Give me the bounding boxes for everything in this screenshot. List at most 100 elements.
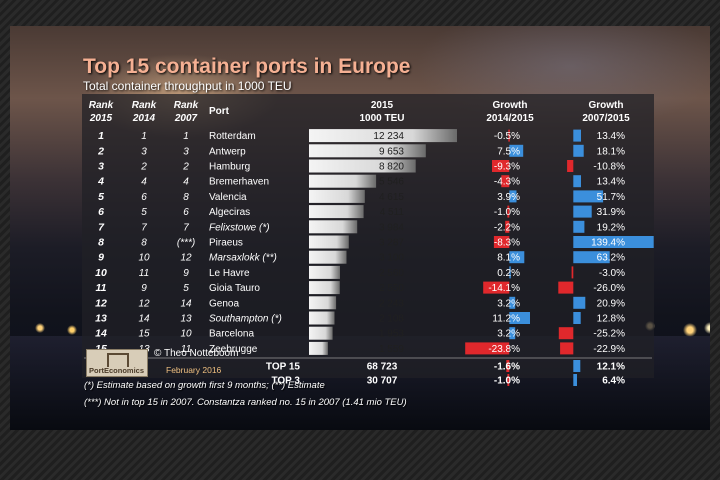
rank-2007: 6 [183, 207, 189, 218]
teu-bar [309, 281, 340, 295]
growth-2007-2015-value: 51.7% [597, 192, 625, 203]
teu-bar [309, 220, 358, 234]
teu-bar [309, 311, 335, 325]
rank-2015: 14 [95, 328, 107, 340]
rank-2014: 2 [140, 162, 147, 173]
growth-2007-2015-value: 19.2% [597, 222, 625, 233]
growth-2007-2015-value: -22.9% [593, 344, 625, 355]
growth-2007-2015-bar [558, 327, 574, 340]
growth-2014-2015-bar [509, 144, 524, 157]
rank-2007: (***) [177, 238, 195, 249]
growth-2007-2015-value: 20.9% [597, 298, 625, 309]
header-teu-1: 2015 [371, 100, 394, 111]
table-row: 151311Zeebrugge1 559-23.8%-22.9% [95, 341, 625, 355]
growth-2014-2015-bar [509, 251, 525, 264]
porteconomics-logo: PortEconomics [86, 349, 148, 377]
rank-2014: 5 [141, 207, 147, 218]
teu-value: 3 984 [379, 222, 404, 233]
rank-2007: 4 [183, 177, 189, 188]
teu-bar [309, 189, 365, 203]
header-rank2014-1: Rank [132, 100, 157, 111]
rank-2014: 9 [141, 283, 147, 294]
teu-value: 3 287 [379, 238, 404, 249]
totals-label: TOP 3 [271, 376, 300, 387]
growth-2014-2015-bar [493, 236, 510, 248]
port-name: Algeciras [209, 207, 250, 218]
growth-2007-2015-bar [573, 205, 592, 218]
port-name: Southampton (*) [209, 314, 282, 325]
rank-2015: 4 [97, 176, 104, 188]
table-row: 8 8 (***) Piraeus 3 287 -8.3% 139.4% [98, 235, 654, 249]
totals-label: TOP 15 [266, 362, 301, 373]
teu-value: 5 546 [379, 177, 404, 188]
rank-2014: 7 [141, 222, 147, 233]
table-row: 11 9 5 Gioia Tauro 2 550 -14.1% -26.0% [96, 281, 625, 295]
totals-row: TOP 15 68 723 -1.6% 12.1% [266, 360, 625, 373]
growth-2014-2015-value: -8.3% [494, 238, 520, 249]
header-rank2007-1: Rank [174, 100, 199, 111]
rank-2014: 8 [141, 238, 147, 249]
totals-growth-2007-2015-value: 6.4% [602, 376, 625, 387]
teu-bar [309, 129, 457, 143]
totals-growth-2014-2015-value: -1.6% [494, 362, 520, 373]
teu-value: 3 100 [379, 253, 404, 264]
growth-2007-2015-value: -25.2% [593, 329, 625, 340]
table-row: 6 5 6 Algeciras 4 511 -1.0% 31.9% [98, 205, 625, 219]
rank-2007: 1 [183, 131, 189, 142]
growth-2014-2015-bar [505, 220, 510, 233]
rank-2007: 13 [180, 314, 192, 325]
table-row: 7 7 7 Felixstowe (*) 3 984 -2.2% 19.2% [98, 220, 625, 234]
totals-teu-value: 68 723 [367, 362, 398, 373]
rank-2015: 7 [98, 221, 105, 233]
header-rank2007-2: 2007 [174, 113, 198, 124]
teu-bar [309, 265, 340, 279]
footnote-2: (***) Not in top 15 in 2007. Constantza … [84, 397, 407, 408]
rank-2007: 9 [183, 268, 189, 279]
growth-2014-2015-value: -2.2% [494, 222, 520, 233]
table-row: 3 2 2 Hamburg 8 820 -9.3% -10.8% [98, 159, 625, 173]
teu-value: 9 653 [379, 146, 404, 157]
teu-value: 2 243 [379, 298, 404, 309]
teu-bar [309, 144, 426, 158]
rank-2014: 4 [141, 177, 147, 188]
rank-2015: 15 [95, 343, 107, 355]
growth-2007-2015-bar [558, 281, 574, 294]
header-growth1-1: Growth [493, 100, 528, 111]
growth-2007-2015-value: 13.4% [597, 131, 625, 142]
teu-value: 4 511 [380, 207, 405, 218]
growth-2014-2015-bar [509, 190, 517, 203]
growth-2014-2015-bar [509, 312, 530, 324]
teu-bar [309, 341, 328, 355]
table-row: 4 4 4 Bremerhaven 5 546 -4.3% 13.4% [97, 174, 625, 188]
growth-2007-2015-value: 31.9% [597, 207, 625, 218]
totals-teu-value: 30 707 [367, 376, 398, 387]
header-rank2015-1: Rank [89, 100, 114, 111]
rank-2014: 1 [141, 131, 147, 142]
header-rank2015-2: 2015 [89, 113, 113, 124]
rank-2015: 1 [98, 130, 104, 142]
teu-value: 4 615 [379, 192, 404, 203]
rank-2007: 11 [181, 344, 191, 355]
growth-2007-2015-value: 13.4% [597, 177, 625, 188]
table-row: 2 3 3 Antwerp 9 653 7.5% 18.1% [97, 144, 625, 158]
rank-2014: 12 [138, 298, 150, 309]
port-name: Zeebrugge [209, 344, 258, 355]
port-name: Barcelona [209, 329, 254, 340]
table-row: 1 1 1 Rotterdam 12 234 -0.5% 13.4% [98, 129, 625, 143]
table-row: 13 14 13 Southampton (*) 2 108 11.2% 12.8% [95, 311, 625, 325]
rank-2015: 6 [98, 206, 104, 218]
growth-2014-2015-bar [483, 281, 510, 294]
growth-2007-2015-bar [573, 144, 584, 157]
rank-2015: 3 [98, 161, 104, 173]
footnote-1: (*) Estimate based on growth first 9 mon… [84, 380, 325, 391]
teu-value: 2 550 [379, 283, 404, 294]
table-row: 5 6 8 Valencia 4 615 3.9% 51.7% [98, 189, 625, 203]
table-row: 9 10 12 Marsaxlokk (**) 3 100 8.1% 63.2% [98, 250, 625, 264]
totals-growth-2014-2015-value: -1.0% [494, 376, 520, 387]
teu-bar [309, 205, 364, 219]
date-text: February 2016 [166, 365, 222, 375]
growth-2014-2015-value: 3.2% [497, 298, 520, 309]
teu-value: 1 559 [379, 344, 404, 355]
rank-2007: 10 [180, 329, 192, 340]
teu-bar [309, 250, 347, 264]
